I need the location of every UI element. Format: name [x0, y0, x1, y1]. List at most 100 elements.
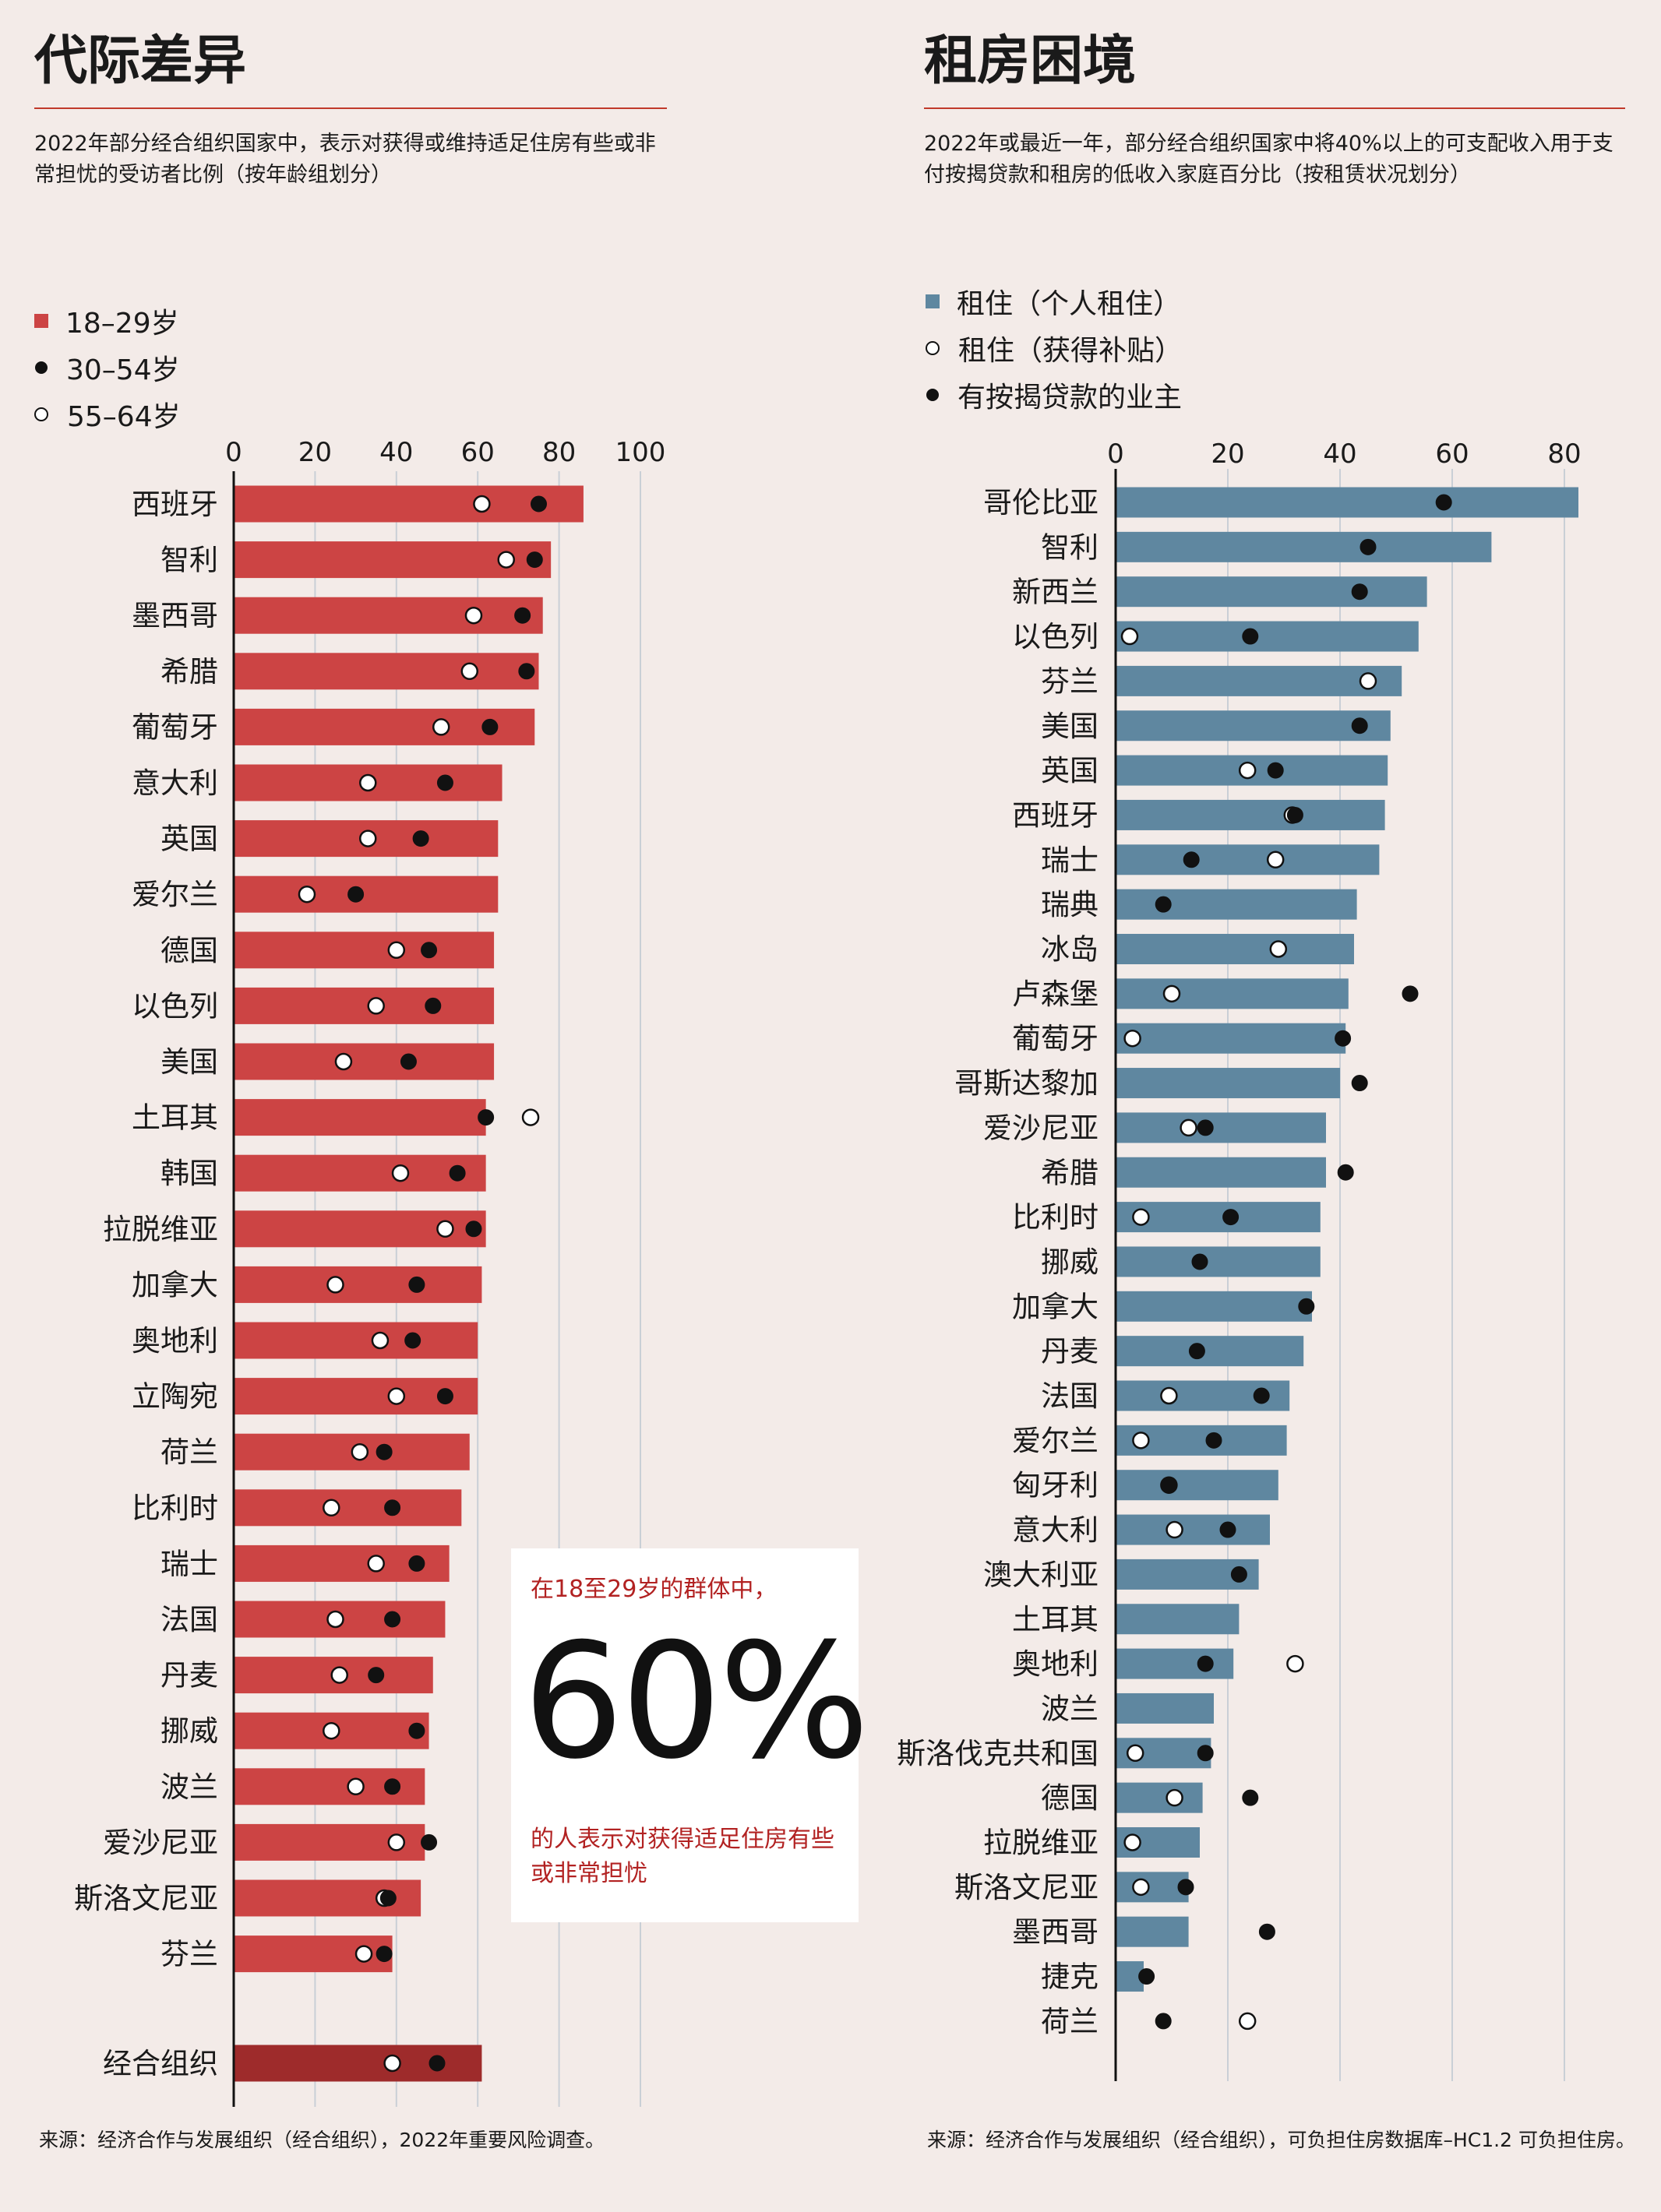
dot-30-54: [347, 886, 365, 903]
bar: [1116, 1291, 1312, 1322]
category-label: 波兰: [160, 1770, 218, 1804]
dot-30-54: [368, 1667, 385, 1684]
dot-30-54: [518, 663, 535, 680]
category-label: 美国: [1041, 710, 1099, 743]
dot-55-64: [497, 551, 515, 569]
category-label: 智利: [1041, 530, 1099, 564]
right-legend: 租住（个人租住） 租住（获得补贴） 有按揭贷款的业主: [926, 278, 1183, 418]
category-label: 爱沙尼亚: [983, 1111, 1099, 1145]
dot-subsidized-rent: [1166, 1520, 1183, 1539]
legend-item-private-rent: 租住（个人租住）: [926, 278, 1183, 325]
category-label: 美国: [160, 1045, 218, 1079]
category-label: 拉脱维亚: [983, 1826, 1099, 1860]
dot-mortgage-owner: [1183, 851, 1200, 868]
dot-30-54: [408, 1555, 425, 1572]
dot-30-54: [481, 718, 499, 735]
dot-55-64: [359, 773, 377, 792]
legend-label: 租住（个人租住）: [957, 288, 1182, 320]
dot-mortgage-owner: [1197, 1119, 1214, 1136]
dot-subsidized-rent: [1132, 1208, 1150, 1226]
legend-item-mortgage-owner: 有按揭贷款的业主: [926, 372, 1183, 418]
bar: [1116, 844, 1380, 875]
dot-mortgage-owner: [1160, 1477, 1177, 1494]
dot-mortgage-owner: [1230, 1566, 1247, 1583]
category-label: 荷兰: [1041, 2005, 1099, 2038]
dot-55-64: [359, 830, 377, 847]
category-label: 西班牙: [132, 488, 218, 521]
category-label: 斯洛文尼亚: [954, 1871, 1099, 1904]
dot-subsidized-rent: [1132, 1432, 1150, 1449]
category-label: 芬兰: [160, 1938, 218, 1971]
dot-55-64: [323, 1721, 340, 1740]
category-label: 以色列: [1012, 620, 1099, 653]
tick-label: 0: [225, 437, 242, 468]
bar: [1116, 889, 1357, 920]
callout-top-text: 在18至29岁的群体中，: [531, 1576, 778, 1603]
bar: [1116, 621, 1419, 652]
dot-mortgage-owner: [1242, 1789, 1259, 1806]
bar: [1116, 1648, 1234, 1679]
tick-label: 20: [1211, 439, 1244, 470]
bar: [1116, 1604, 1240, 1635]
category-label: 韩国: [160, 1157, 218, 1190]
category-label: 奥地利: [132, 1324, 218, 1358]
bar: [234, 987, 495, 1024]
category-label: 瑞士: [1041, 844, 1099, 877]
dot-30-54: [376, 1946, 393, 1963]
dot-subsidized-rent: [1269, 940, 1288, 958]
bar: [1116, 1112, 1326, 1143]
dot-subsidized-rent: [1120, 627, 1139, 646]
dot-mortgage-owner: [1219, 1521, 1236, 1538]
legend-label: 30–54岁: [66, 354, 180, 386]
dot-55-64: [330, 1666, 348, 1684]
dot-30-54: [436, 1388, 453, 1405]
dot-subsidized-rent: [1126, 1744, 1144, 1763]
legend-black-dot-icon: [35, 361, 48, 374]
category-label: 德国: [1041, 1781, 1099, 1815]
category-label: 波兰: [1041, 1692, 1099, 1725]
dot-55-64: [323, 1499, 340, 1517]
callout-box: 在18至29岁的群体中， 60% 的人表示对获得适足住房有些或非常担忧: [511, 1548, 869, 1922]
bar: [1116, 1782, 1203, 1813]
category-label: 澳大利亚: [983, 1558, 1099, 1591]
dot-mortgage-owner: [1197, 1745, 1214, 1762]
tick-label: 100: [615, 437, 666, 468]
dot-55-64: [391, 1164, 410, 1182]
category-label: 土耳其: [1012, 1603, 1099, 1636]
bar: [1116, 1202, 1321, 1233]
legend-label: 有按揭贷款的业主: [957, 382, 1183, 414]
category-label: 希腊: [160, 655, 218, 689]
category-label: 丹麦: [1041, 1335, 1099, 1368]
category-label: 瑞典: [1041, 888, 1099, 921]
tick-label: 0: [1107, 439, 1124, 470]
category-label: 比利时: [132, 1492, 218, 1525]
category-label: 智利: [160, 544, 218, 577]
dot-55-64: [473, 495, 491, 513]
category-label: 比利时: [1012, 1201, 1099, 1235]
dot-subsidized-rent: [1160, 1386, 1178, 1405]
dot-30-54: [421, 1833, 438, 1851]
legend-label: 55–64岁: [67, 401, 181, 433]
dot-mortgage-owner: [1242, 628, 1259, 645]
dot-mortgage-owner: [1177, 1879, 1194, 1896]
category-label: 芬兰: [1041, 664, 1099, 698]
dot-mortgage-owner: [1197, 1655, 1214, 1672]
bar: [1116, 1470, 1278, 1501]
dot-55-64: [298, 885, 316, 903]
dot-subsidized-rent: [1359, 672, 1377, 690]
dot-subsidized-rent: [1123, 1029, 1141, 1048]
category-label: 奥地利: [1012, 1647, 1099, 1681]
dot-mortgage-owner: [1286, 806, 1303, 823]
category-label: 爱尔兰: [132, 878, 218, 911]
left-title: 代际差异: [34, 30, 247, 92]
category-label: 墨西哥: [132, 599, 218, 632]
category-label: 卢森堡: [1012, 977, 1099, 1011]
dot-30-54: [425, 997, 442, 1014]
bar: [1116, 1916, 1189, 1947]
category-label: 冰岛: [1041, 933, 1099, 967]
right-source: 来源：经济合作与发展组织（经合组织），可负担住房数据库–HC1.2 可负担住房。: [927, 2129, 1635, 2151]
category-label: 意大利: [1012, 1513, 1099, 1547]
dot-30-54: [400, 1053, 417, 1070]
dot-mortgage-owner: [1188, 1343, 1205, 1360]
dot-mortgage-owner: [1298, 1298, 1315, 1315]
